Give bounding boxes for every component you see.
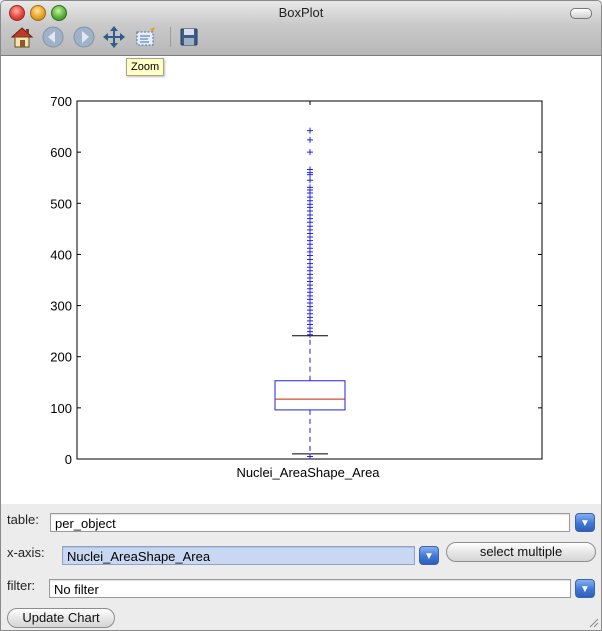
y-tick-label: 400	[50, 247, 72, 262]
select-multiple-button[interactable]: select multiple	[446, 542, 596, 562]
outlier-point	[307, 331, 313, 338]
zoom-rectangle-icon[interactable]	[134, 25, 158, 49]
title-bar: BoxPlot	[1, 1, 601, 56]
minimize-window-button[interactable]	[30, 5, 46, 21]
table-dropdown-button[interactable]: ▼	[575, 513, 595, 532]
filter-dropdown-button[interactable]: ▼	[575, 579, 595, 598]
x-tick-label: Nuclei_AreaShape_Area	[236, 465, 380, 480]
y-tick-label: 300	[50, 299, 72, 314]
outlier-point	[307, 171, 313, 178]
home-icon[interactable]	[10, 25, 34, 49]
table-select[interactable]: per_object	[50, 513, 570, 532]
forward-arrow-icon[interactable]	[72, 25, 96, 49]
outlier-point	[307, 127, 313, 134]
y-tick-label: 700	[50, 94, 72, 109]
resize-grip-icon[interactable]	[587, 616, 599, 628]
chevron-down-icon: ▼	[580, 518, 590, 529]
box-iqr	[274, 380, 346, 411]
outlier-point	[307, 177, 313, 184]
toolbar-separator	[170, 27, 171, 47]
chevron-down-icon: ▼	[580, 584, 590, 595]
y-tick-label: 600	[50, 145, 72, 160]
y-tick-label: 0	[65, 452, 72, 467]
save-disk-icon[interactable]	[177, 25, 201, 49]
pan-move-icon[interactable]	[102, 25, 126, 49]
y-tick-label: 500	[50, 196, 72, 211]
xaxis-dropdown-button[interactable]: ▼	[419, 546, 439, 565]
y-tick-label: 200	[50, 350, 72, 365]
box-plot-chart[interactable]: 0 100 200 300 400 500 600 700 Nuclei_AreaShape_A…	[1, 56, 601, 504]
update-chart-button[interactable]: Update Chart	[7, 608, 115, 628]
zoom-tooltip: Zoom	[126, 58, 165, 76]
xaxis-select[interactable]: Nuclei_AreaShape_Area	[62, 546, 415, 565]
filter-select[interactable]: No filter	[49, 579, 571, 598]
outlier-point	[307, 453, 313, 460]
back-arrow-icon[interactable]	[41, 25, 65, 49]
close-window-button[interactable]	[9, 5, 25, 21]
window-title: BoxPlot	[278, 5, 324, 20]
y-tick-label: 100	[50, 401, 72, 416]
filter-label: filter:	[7, 578, 36, 593]
toolbar-toggle-button[interactable]	[570, 8, 592, 19]
xaxis-label: x-axis:	[7, 545, 45, 560]
table-label: table:	[7, 512, 39, 527]
outlier-point	[307, 149, 313, 156]
outlier-point	[307, 136, 313, 143]
zoom-window-button[interactable]	[51, 5, 67, 21]
chevron-down-icon: ▼	[424, 551, 434, 562]
